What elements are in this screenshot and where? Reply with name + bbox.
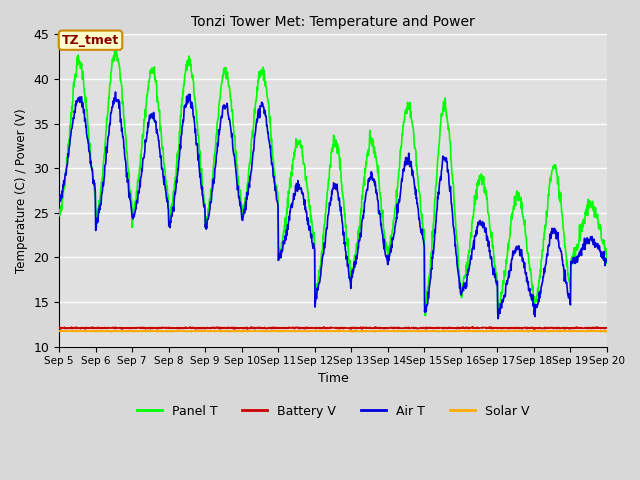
Battery V bbox=[239, 325, 246, 331]
Air T bbox=[419, 227, 426, 232]
Panel T bbox=[539, 248, 547, 253]
Line: Panel T: Panel T bbox=[59, 48, 607, 316]
Y-axis label: Temperature (C) / Power (V): Temperature (C) / Power (V) bbox=[15, 108, 28, 273]
Solar V bbox=[490, 328, 498, 334]
Air T bbox=[490, 265, 498, 271]
Panel T bbox=[177, 102, 185, 108]
Solar V bbox=[603, 328, 611, 334]
Battery V bbox=[603, 325, 611, 331]
Panel T bbox=[603, 261, 611, 266]
Battery V bbox=[177, 325, 185, 331]
Solar V bbox=[348, 329, 356, 335]
Air T bbox=[603, 259, 611, 265]
Air T bbox=[177, 132, 185, 138]
Panel T bbox=[55, 207, 63, 213]
Panel T bbox=[422, 313, 429, 319]
Panel T bbox=[239, 208, 246, 214]
Solar V bbox=[539, 328, 547, 334]
Solar V bbox=[177, 328, 185, 334]
Air T bbox=[164, 205, 172, 211]
Legend: Panel T, Battery V, Air T, Solar V: Panel T, Battery V, Air T, Solar V bbox=[132, 400, 534, 423]
Solar V bbox=[104, 327, 111, 333]
Line: Air T: Air T bbox=[59, 92, 607, 319]
Air T bbox=[494, 316, 502, 322]
X-axis label: Time: Time bbox=[317, 372, 348, 385]
Line: Solar V: Solar V bbox=[59, 330, 607, 332]
Air T bbox=[239, 217, 246, 223]
Battery V bbox=[468, 324, 476, 330]
Battery V bbox=[55, 324, 63, 330]
Battery V bbox=[539, 325, 547, 331]
Panel T bbox=[113, 45, 120, 51]
Battery V bbox=[490, 325, 498, 331]
Title: Tonzi Tower Met: Temperature and Power: Tonzi Tower Met: Temperature and Power bbox=[191, 15, 475, 29]
Solar V bbox=[55, 328, 63, 334]
Battery V bbox=[164, 325, 172, 331]
Panel T bbox=[419, 221, 426, 227]
Text: TZ_tmet: TZ_tmet bbox=[62, 34, 119, 47]
Solar V bbox=[164, 329, 172, 335]
Panel T bbox=[164, 192, 172, 198]
Air T bbox=[539, 279, 547, 285]
Battery V bbox=[419, 325, 426, 331]
Panel T bbox=[490, 261, 498, 267]
Battery V bbox=[347, 326, 355, 332]
Solar V bbox=[419, 328, 427, 334]
Air T bbox=[55, 193, 63, 199]
Solar V bbox=[239, 329, 246, 335]
Air T bbox=[111, 89, 119, 95]
Line: Battery V: Battery V bbox=[59, 327, 607, 329]
